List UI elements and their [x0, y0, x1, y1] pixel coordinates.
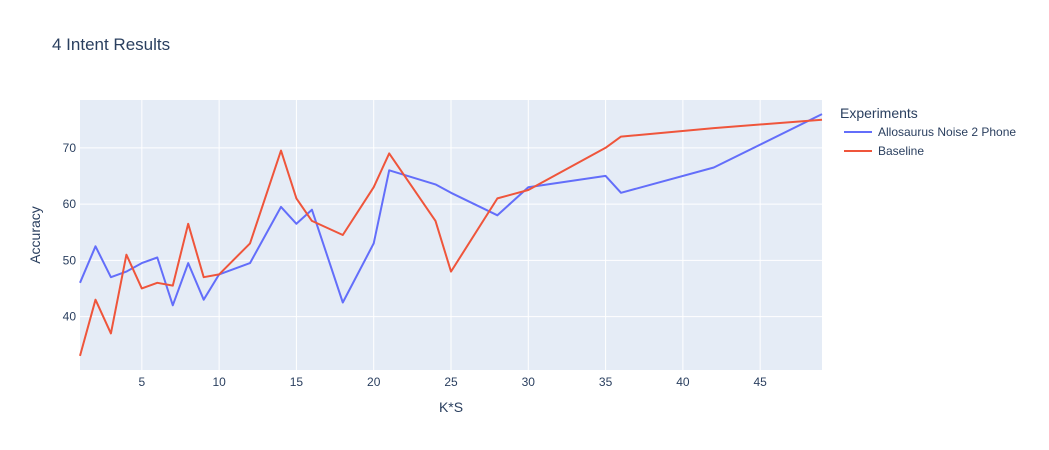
legend-label: Baseline: [878, 144, 924, 158]
y-axis-title: Accuracy: [27, 206, 43, 264]
series-line-0[interactable]: [79, 113, 823, 307]
legend-items[interactable]: Allosaurus Noise 2 Phone Baseline: [844, 125, 1016, 158]
legend-title: Experiments: [840, 105, 918, 121]
x-tick-label: 35: [599, 375, 613, 389]
y-tick-label: 50: [63, 253, 77, 267]
x-tick-label: 40: [676, 375, 690, 389]
x-tick-label: 10: [212, 375, 226, 389]
x-tick-label: 30: [522, 375, 536, 389]
y-tick-label: 40: [63, 310, 77, 324]
x-tick-label: 20: [367, 375, 381, 389]
series-line-1[interactable]: [79, 118, 823, 357]
legend-label: Allosaurus Noise 2 Phone: [878, 125, 1016, 139]
chart-title: 4 Intent Results: [52, 35, 170, 54]
x-tick-label: 45: [753, 375, 767, 389]
legend-item-1[interactable]: Baseline: [844, 144, 924, 158]
x-tick-label: 5: [138, 375, 145, 389]
series-lines: [79, 113, 823, 357]
y-tick-label: 70: [63, 141, 77, 155]
y-tick-label: 60: [63, 197, 77, 211]
legend[interactable]: Experiments Allosaurus Noise 2 Phone Base…: [840, 105, 1016, 158]
x-tick-label: 25: [444, 375, 458, 389]
x-axis-title: K*S: [439, 399, 463, 415]
legend-item-0[interactable]: Allosaurus Noise 2 Phone: [844, 125, 1016, 139]
x-tick-label: 15: [290, 375, 304, 389]
axis-ticks: 5 10 15 20 25 30 35 40 45 40 50 60 70: [63, 141, 768, 389]
